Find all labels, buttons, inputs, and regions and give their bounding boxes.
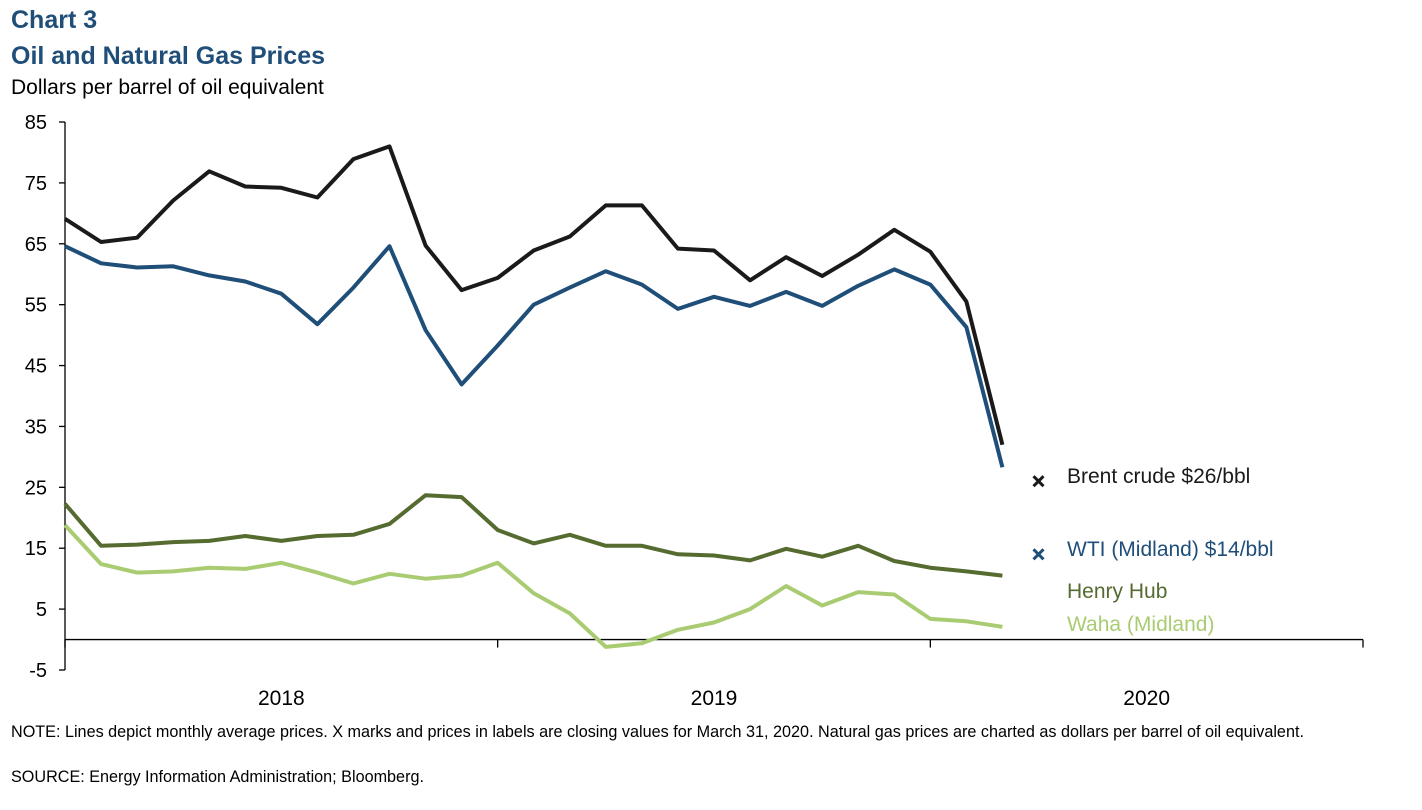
y-axis: -5 5 15 25 35 45 55 65 75 85 — [25, 112, 66, 682]
waha-label: Waha (Midland) — [1067, 613, 1214, 636]
brent-label: Brent crude $26/bbl — [1067, 465, 1250, 488]
y-axis-unit-label: Dollars per barrel of oil equivalent — [11, 76, 324, 99]
y-tick-label: 65 — [25, 234, 47, 256]
series-labels: Brent crude $26/bbl WTI (Midland) $14/bb… — [1067, 465, 1274, 636]
y-tick-label: 75 — [25, 173, 47, 195]
y-tick-label: 15 — [25, 538, 47, 560]
y-tick-label: 35 — [25, 416, 47, 438]
series-lines — [63, 144, 1005, 649]
x-axis: 2018 2019 2020 — [64, 638, 1364, 710]
x-tick-label: 2020 — [1123, 687, 1170, 710]
y-tick-label: 85 — [25, 112, 47, 134]
y-tick-label: 5 — [36, 599, 47, 621]
series-line-waha-midland — [63, 523, 1003, 649]
closing-marker-wti — [1032, 548, 1045, 561]
y-tick-label: 55 — [25, 295, 47, 317]
henry-hub-label: Henry Hub — [1067, 580, 1167, 603]
y-tick-label: 45 — [25, 356, 47, 378]
series-line-henry-hub — [63, 493, 1003, 578]
chart-number-label: Chart 3 — [11, 6, 98, 34]
closing-markers — [1032, 475, 1045, 561]
x-tick-label: 2018 — [258, 687, 305, 710]
wti-label: WTI (Midland) $14/bbl — [1067, 538, 1274, 561]
footnote: NOTE: Lines depict monthly average price… — [11, 723, 1304, 741]
chart-title: Oil and Natural Gas Prices — [11, 42, 326, 70]
y-tick-label: 25 — [25, 477, 47, 499]
closing-marker-brent — [1032, 475, 1045, 488]
series-line-wti-midland — [64, 244, 1005, 468]
series-line-brent-crude — [63, 144, 1005, 446]
y-tick-label: -5 — [29, 660, 47, 682]
x-tick-label: 2019 — [691, 687, 738, 710]
source-note: SOURCE: Energy Information Administratio… — [11, 768, 424, 786]
